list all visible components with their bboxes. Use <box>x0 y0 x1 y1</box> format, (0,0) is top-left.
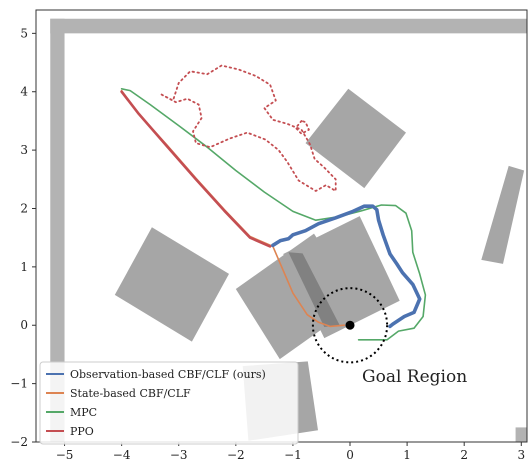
series-layer <box>120 64 427 341</box>
series-line-2 <box>120 88 427 341</box>
x-tick-label: 1 <box>403 448 411 462</box>
x-tick-label: −3 <box>170 448 188 462</box>
legend-label: MPC <box>70 406 97 419</box>
ppo-exploration-path <box>294 120 310 135</box>
x-tick-label: 3 <box>517 448 525 462</box>
obstacle <box>305 88 406 189</box>
legend: Observation-based CBF/CLF (ours) State-ba… <box>39 361 299 445</box>
legend-label: Observation-based CBF/CLF (ours) <box>70 368 266 381</box>
wall-segment <box>50 18 65 443</box>
series-line-3 <box>120 90 272 248</box>
legend-label: State-based CBF/CLF <box>70 387 191 400</box>
obstacle <box>114 227 229 342</box>
legend-box <box>39 361 299 445</box>
y-tick-label: 1 <box>20 260 28 274</box>
y-tick-label: 3 <box>20 143 28 157</box>
goal-point <box>345 320 355 330</box>
x-tick-label: −4 <box>113 448 131 462</box>
obstacle-highlight <box>288 252 340 327</box>
x-tick-label: −5 <box>56 448 74 462</box>
y-tick-label: 5 <box>20 26 28 40</box>
series-line-0 <box>271 204 422 329</box>
goal-region-circle <box>311 287 389 364</box>
x-tick-label: −2 <box>227 448 245 462</box>
obstacle <box>481 165 525 264</box>
wall-segment <box>515 427 527 442</box>
y-tick-label: −2 <box>10 435 28 449</box>
goal-region-label: Goal Region <box>362 367 467 387</box>
obstacle <box>283 216 400 339</box>
goal-layer: Goal Region <box>311 287 467 387</box>
ppo-exploration-path <box>160 64 337 192</box>
x-tick-label: −1 <box>284 448 302 462</box>
wall-segment <box>50 18 527 34</box>
legend-label: PPO <box>70 425 94 438</box>
x-tick-label: 0 <box>346 448 354 462</box>
walls-layer <box>50 18 527 443</box>
y-tick-label: 0 <box>20 318 28 332</box>
x-tick-label: 2 <box>460 448 468 462</box>
y-tick-label: −1 <box>10 377 28 391</box>
y-tick-label: 2 <box>20 201 28 215</box>
y-tick-label: 4 <box>20 85 28 99</box>
